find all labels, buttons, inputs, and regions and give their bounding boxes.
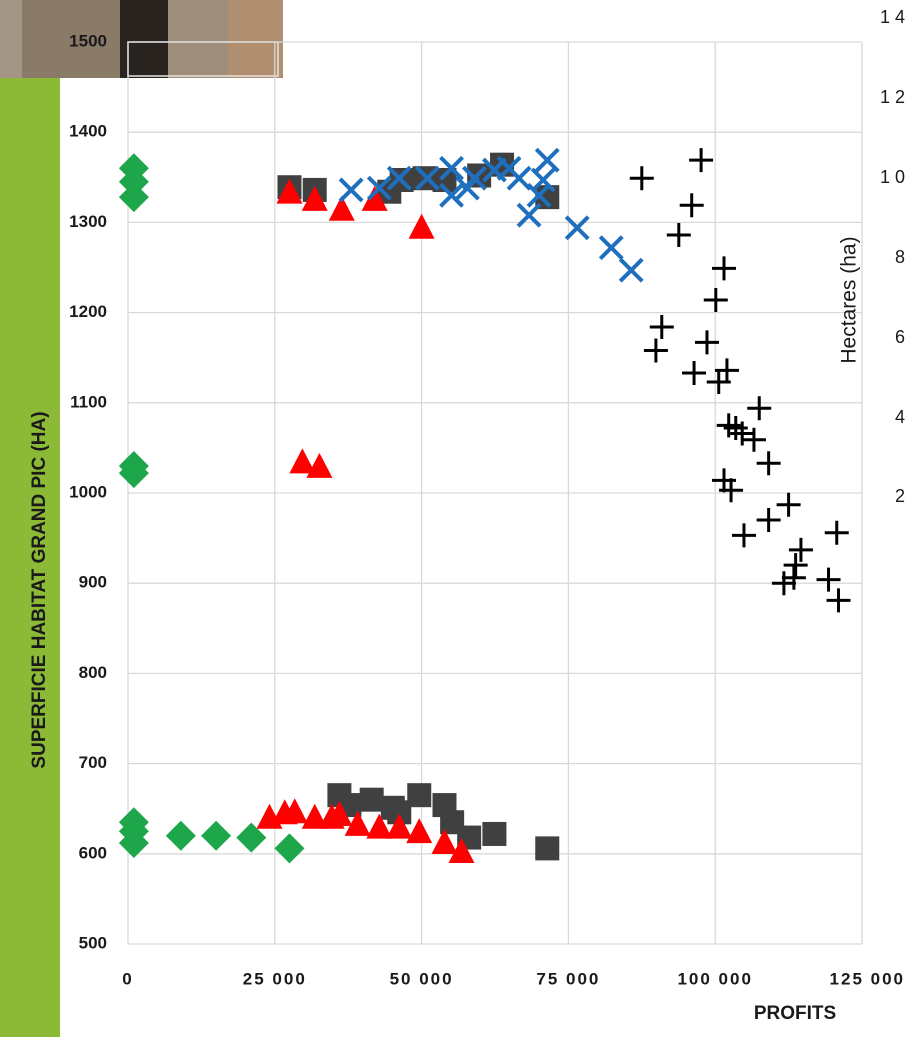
x-point bbox=[620, 259, 642, 281]
secondary-tick-label: 8 bbox=[895, 247, 905, 267]
y-axis-title: SUPERFICIE HABITAT GRAND PIC (HA) bbox=[29, 411, 50, 768]
y-tick-label: 900 bbox=[79, 573, 107, 592]
x-point bbox=[566, 217, 588, 239]
plus-point bbox=[782, 566, 806, 590]
marks bbox=[119, 148, 851, 863]
y-tick-label: 700 bbox=[79, 753, 107, 772]
x-tick-label: 125 000 bbox=[830, 969, 905, 988]
photo-placeholder bbox=[0, 0, 283, 78]
diamond-point bbox=[201, 821, 231, 851]
secondary-tick-label: 1 0 bbox=[880, 167, 905, 187]
chart: 500 600 700 800 900 1000 1100 1200 1300 1400 1500 0… bbox=[0, 0, 907, 1037]
y-tick-label: 500 bbox=[79, 933, 107, 952]
square-point bbox=[413, 166, 437, 190]
plus-point bbox=[742, 428, 766, 452]
square-point bbox=[535, 836, 559, 860]
plus-point bbox=[757, 508, 781, 532]
plus-point bbox=[747, 396, 771, 420]
plus-point bbox=[644, 338, 668, 362]
plus-point bbox=[732, 523, 756, 547]
y-tick-label: 800 bbox=[79, 663, 107, 682]
plus-point bbox=[682, 361, 706, 385]
y-tick-label: 1300 bbox=[69, 212, 107, 231]
square-point bbox=[482, 822, 506, 846]
y-tick-label: 1200 bbox=[69, 302, 107, 321]
secondary-tick-label: 6 bbox=[895, 327, 905, 347]
plus-point bbox=[689, 148, 713, 172]
plus-point bbox=[827, 588, 851, 612]
x-axis-title: PROFITS bbox=[754, 1003, 836, 1024]
plus-point bbox=[680, 193, 704, 217]
diamond-point bbox=[274, 833, 304, 863]
plus-point bbox=[817, 568, 841, 592]
plus-point bbox=[630, 166, 654, 190]
x-tick-label: 100 000 bbox=[677, 969, 752, 988]
secondary-tick-label: 4 bbox=[895, 407, 905, 427]
plus-point bbox=[825, 521, 849, 545]
x-tick-label: 0 bbox=[122, 969, 133, 988]
y-tick-label: 1400 bbox=[69, 122, 107, 141]
plus-point bbox=[667, 223, 691, 247]
plus-point bbox=[789, 538, 813, 562]
y-tick-label: 600 bbox=[79, 843, 107, 862]
square-point bbox=[360, 788, 384, 812]
plus-point bbox=[777, 493, 801, 517]
secondary-tick-label: 1 4 bbox=[880, 7, 905, 27]
diamond-point bbox=[166, 821, 196, 851]
secondary-axis-title: Hectares (ha) bbox=[838, 236, 861, 363]
secondary-tick-label: 1 2 bbox=[880, 87, 905, 107]
x-tick-label: 75 000 bbox=[536, 969, 600, 988]
x-point bbox=[536, 149, 558, 171]
triangle-point bbox=[409, 214, 435, 239]
plus-point bbox=[704, 288, 728, 312]
plus-point bbox=[772, 571, 796, 595]
x-point bbox=[340, 179, 362, 201]
grid bbox=[128, 42, 862, 944]
diamond-point bbox=[119, 182, 149, 212]
secondary-tick-label: 2 bbox=[895, 486, 905, 506]
x-tick-label: 50 000 bbox=[390, 969, 454, 988]
x-tick-label: 25 000 bbox=[243, 969, 307, 988]
y-tick-label: 1100 bbox=[70, 392, 107, 411]
y-tick-label: 1000 bbox=[69, 482, 107, 501]
plus-point bbox=[650, 315, 674, 339]
plus-point bbox=[757, 451, 781, 475]
y-tick-label: 1500 bbox=[69, 31, 107, 50]
x-point bbox=[600, 237, 622, 259]
plus-point bbox=[784, 553, 808, 577]
labels: 500 600 700 800 900 1000 1100 1200 1300 1400 1500 0… bbox=[29, 7, 905, 1024]
